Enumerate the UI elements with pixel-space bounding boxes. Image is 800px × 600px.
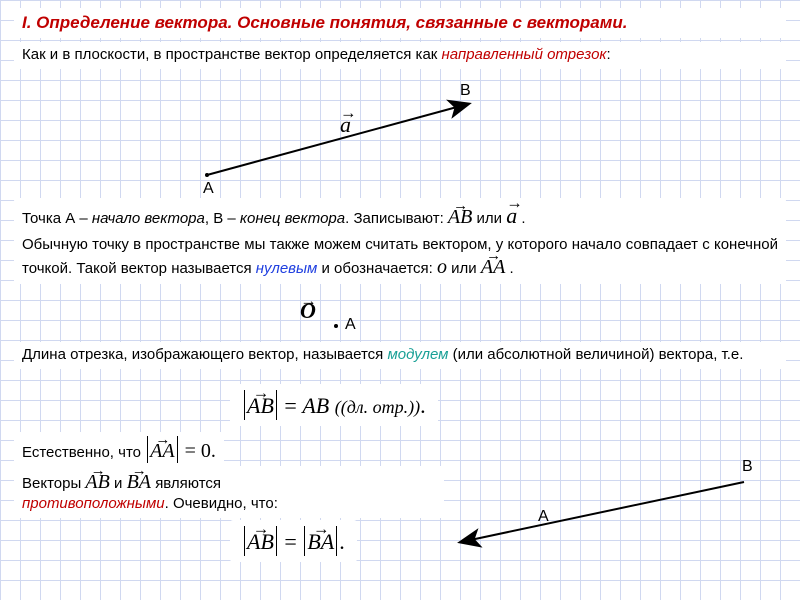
l5-formula: →AA = 0. <box>145 440 216 462</box>
vec-arrow-glyph: → <box>340 103 351 123</box>
l5-arrow: → <box>150 431 174 450</box>
l2-g: . <box>521 210 525 227</box>
f2-dot: . <box>339 529 345 554</box>
p4-b: модулем <box>387 346 448 363</box>
l2-b: начало вектора <box>92 210 205 227</box>
l2-f: или <box>477 210 507 227</box>
formula-opposite: →AB = →BA. <box>230 520 357 562</box>
arrow-glyph-2: → <box>506 193 517 214</box>
p3-b: нулевым <box>256 260 318 277</box>
p3-o: o <box>437 256 447 278</box>
l6-arrow1: → <box>85 462 109 481</box>
point-a-label: A <box>345 316 356 334</box>
diagram1-label-b: B <box>460 82 471 100</box>
l6-b: и <box>114 475 127 492</box>
f1-arrow: → <box>247 383 274 404</box>
l2-a: Точка А – <box>22 210 92 227</box>
p3-c: и обозначается: <box>317 260 437 277</box>
f1-rhs-b: (дл. отр.) <box>341 397 414 417</box>
f2-eq: = <box>279 529 302 554</box>
opposite-card: Векторы → AB и → BA являются противополо… <box>14 466 444 518</box>
diagram1-label-a: A <box>203 180 214 198</box>
aa-zero-card: Естественно, что →AA = 0. <box>14 432 224 468</box>
l6-d: противоположными <box>22 495 165 512</box>
l5-a: Естественно, что <box>22 444 145 461</box>
l2-d: конец вектора <box>240 210 345 227</box>
l6-a: Векторы <box>22 475 85 492</box>
l6-v1: → AB <box>85 470 109 495</box>
p4-c: (или абсолютной величиной) вектора, т.е. <box>448 346 743 363</box>
p3-vec-aa: → AA <box>481 255 505 280</box>
vector-diagram-1 <box>0 0 800 200</box>
big-o-arrow: → <box>300 291 316 311</box>
arrow-glyph: → <box>448 197 472 216</box>
p3-e: . <box>509 260 513 277</box>
f1-dot: . <box>420 393 426 418</box>
f2-arrow2: → <box>307 519 334 540</box>
zero-vector-card: Обычную точку в пространстве мы также мо… <box>14 232 786 284</box>
l6-arrow2: → <box>127 462 151 481</box>
l2-c: , В – <box>205 210 240 227</box>
arrow-glyph-3: → <box>481 247 505 266</box>
l6-v2: → BA <box>127 470 151 495</box>
formula2: →AB = →BA. <box>242 529 345 554</box>
zero-vector-diagram: → O <box>300 298 316 324</box>
l2-e: . Записывают: <box>345 210 448 227</box>
f1-eq: = <box>279 393 302 418</box>
modulus-card: Длина отрезка, изображающего вектор, наз… <box>14 342 786 369</box>
diagram2-label-b: B <box>742 458 753 476</box>
l2-vec-ab: → AB <box>448 205 472 230</box>
f2-arrow1: → <box>247 519 274 540</box>
p3-d: или <box>451 260 481 277</box>
l6-e: . Очевидно, что: <box>165 495 278 512</box>
big-o: → O <box>300 298 316 324</box>
p4-a: Длина отрезка, изображающего вектор, наз… <box>22 346 387 363</box>
l2-vec-a: → a <box>506 202 517 230</box>
f1-rhs-a: AB <box>302 393 334 418</box>
l6-c: являются <box>155 475 221 492</box>
diagram2-label-a: A <box>538 508 549 526</box>
l5-eq: = 0. <box>180 440 216 462</box>
diagram1-label-a-vec: → a <box>340 112 351 138</box>
notation-card: Точка А – начало вектора, В – конец вект… <box>14 198 786 234</box>
formula-modulus: →AB = AB ((дл. отр.)). <box>230 384 438 426</box>
formula1: →AB = AB ((дл. отр.)). <box>242 393 426 418</box>
